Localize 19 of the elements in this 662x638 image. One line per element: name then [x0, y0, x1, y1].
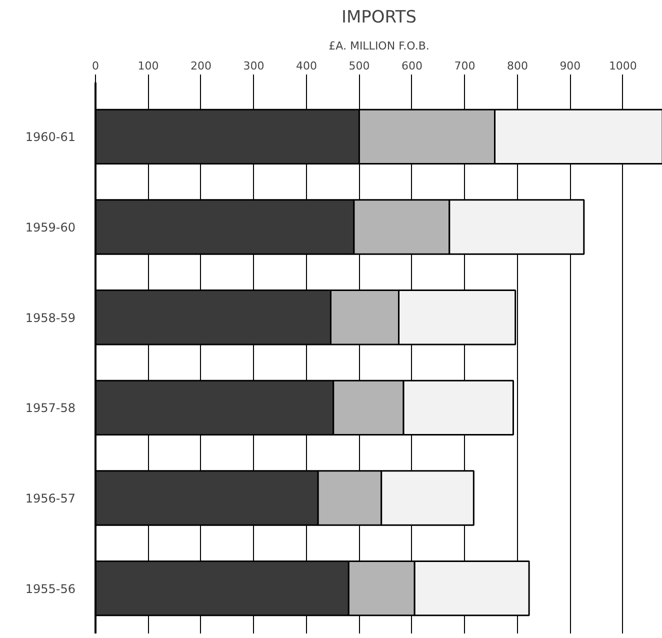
y-tick-label: 1957-58: [25, 401, 76, 416]
x-tick-label: 200: [190, 60, 212, 72]
chart-subtitle: £A. MILLION F.O.B.: [328, 40, 430, 52]
x-tick-label: 800: [506, 60, 528, 72]
x-tick-label: 400: [296, 60, 317, 72]
x-tick-label: 100: [138, 60, 159, 72]
x-tick-label: 700: [454, 60, 476, 72]
x-tick-label: 300: [243, 60, 264, 72]
y-tick-label: 1956-57: [25, 492, 76, 506]
x-tick-label: 1000: [608, 60, 637, 72]
x-tick-label: 600: [401, 60, 422, 72]
y-tick-label: 1959-60: [25, 220, 76, 235]
x-tick-label: 500: [348, 60, 370, 72]
x-tick-label: 0: [92, 60, 99, 72]
chart-title: IMPORTS: [341, 8, 417, 28]
y-tick-label: 1958-59: [25, 310, 76, 325]
y-tick-label: 1955-56: [25, 582, 76, 596]
x-tick-label: 900: [560, 60, 581, 72]
y-tick-label: 1960-61: [25, 130, 76, 144]
